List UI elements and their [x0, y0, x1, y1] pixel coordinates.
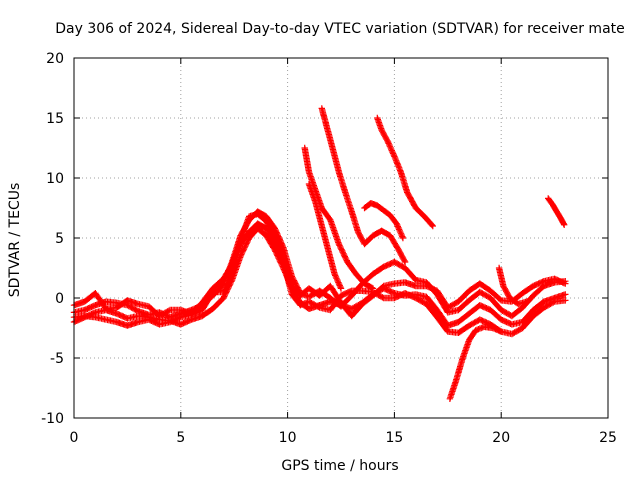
y-tick-label: 10: [46, 171, 64, 187]
series-track-12: [495, 264, 530, 308]
series-track-11: [545, 195, 568, 228]
y-tick-label: 0: [55, 291, 64, 307]
series-track-6: [318, 105, 409, 266]
series-track-10: [446, 323, 505, 402]
grid-lines: [74, 58, 608, 418]
x-axis-label: GPS time / hours: [281, 458, 398, 474]
y-tick-label: -5: [50, 351, 64, 367]
plus-markers: [305, 180, 345, 292]
x-tick-label: 25: [599, 430, 617, 446]
series-track-3: [70, 220, 569, 338]
plot-frame: [73, 57, 609, 419]
series-track-5: [301, 144, 377, 292]
y-tick-label: 20: [46, 51, 64, 67]
plus-markers: [374, 114, 436, 230]
y-tick-label: 5: [55, 231, 64, 247]
plus-markers: [318, 105, 409, 266]
data-points: [70, 105, 569, 402]
x-tick-label: 10: [279, 430, 297, 446]
plus-markers: [361, 200, 407, 242]
x-tick-label: 5: [176, 430, 185, 446]
plus-markers: [545, 195, 568, 228]
y-axis-label: SDTVAR / TECUs: [7, 183, 23, 298]
x-tick-label: 20: [492, 430, 510, 446]
plus-markers: [446, 323, 505, 402]
x-tick-label: 15: [385, 430, 403, 446]
series-track-9: [361, 200, 407, 242]
plus-markers: [301, 144, 377, 292]
x-tick-label: 0: [70, 430, 79, 446]
series-track-7: [305, 180, 345, 292]
plus-markers: [70, 220, 569, 338]
plus-markers: [495, 264, 530, 308]
axis-ticks: 0 5 10 15 20 25 -10 -5 0 5 10 15 20: [41, 51, 617, 446]
chart-title: Day 306 of 2024, Sidereal Day-to-day VTE…: [55, 21, 625, 37]
series-track-8: [374, 114, 436, 230]
y-tick-label: 15: [46, 111, 64, 127]
y-tick-label: -10: [41, 411, 64, 427]
